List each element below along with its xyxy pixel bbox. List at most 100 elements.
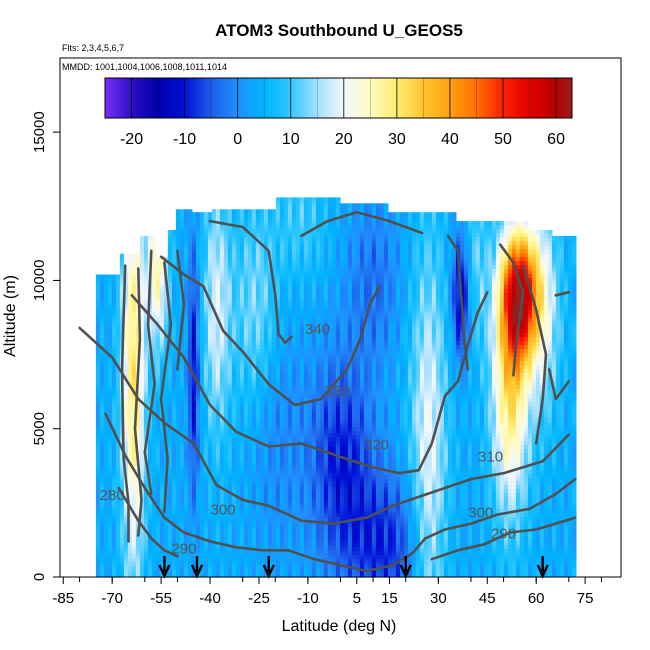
heatmap-cell <box>247 381 253 386</box>
heatmap-cell <box>251 541 257 546</box>
heatmap-cell <box>175 369 181 374</box>
heatmap-cell <box>219 569 225 574</box>
heatmap-cell <box>195 432 201 437</box>
heatmap-cell <box>159 548 165 554</box>
heatmap-cell <box>287 565 293 570</box>
heatmap-cell <box>151 559 157 565</box>
heatmap-cell <box>271 501 277 506</box>
heatmap-cell <box>263 557 269 562</box>
heatmap-cell <box>127 545 133 551</box>
heatmap-cell <box>223 401 229 406</box>
heatmap-cell <box>123 297 129 303</box>
heatmap-cell <box>127 409 133 415</box>
heatmap-cell <box>211 221 217 226</box>
heatmap-cell <box>151 519 157 525</box>
heatmap-cell <box>291 377 297 382</box>
heatmap-cell <box>319 253 325 258</box>
heatmap-cell <box>175 289 181 294</box>
heatmap-cell <box>287 321 293 326</box>
heatmap-cell <box>279 277 285 282</box>
heatmap-cell <box>247 309 253 314</box>
heatmap-cell <box>219 309 225 314</box>
heatmap-cell <box>155 296 161 302</box>
heatmap-cell <box>155 264 161 270</box>
heatmap-cell <box>119 257 125 263</box>
heatmap-cell <box>219 353 225 358</box>
heatmap-cell <box>215 233 221 238</box>
heatmap-cell <box>267 561 273 566</box>
heatmap-cell <box>247 297 253 302</box>
heatmap-cell <box>207 484 213 489</box>
heatmap-cell <box>211 429 217 434</box>
heatmap-cell <box>127 477 133 483</box>
heatmap-cell <box>219 413 225 418</box>
heatmap-cell <box>147 323 153 329</box>
heatmap-cell <box>107 454 113 460</box>
heatmap-cell <box>263 381 269 386</box>
heatmap-cell <box>159 300 165 306</box>
heatmap-cell <box>143 331 149 337</box>
heatmap-cell <box>271 445 277 450</box>
heatmap-cell <box>155 508 161 514</box>
heatmap-cell <box>139 371 145 377</box>
heatmap-cell <box>123 313 129 319</box>
heatmap-cell <box>123 301 129 307</box>
heatmap-cell <box>115 446 121 452</box>
heatmap-cell <box>267 417 273 422</box>
heatmap-cell <box>279 373 285 378</box>
heatmap-cell <box>211 277 217 282</box>
heatmap-cell <box>179 225 185 230</box>
heatmap-cell <box>303 313 309 318</box>
heatmap-cell <box>195 328 201 333</box>
heatmap-cell <box>159 488 165 494</box>
heatmap-cell <box>187 489 193 494</box>
heatmap-cell <box>311 457 317 462</box>
heatmap-cell <box>239 353 245 358</box>
heatmap-cell <box>303 501 309 506</box>
heatmap-cell <box>95 406 101 412</box>
heatmap-cell <box>131 489 137 495</box>
heatmap-cell <box>183 485 189 490</box>
heatmap-cell <box>215 209 221 214</box>
heatmap-cell <box>303 225 309 230</box>
heatmap-cell <box>295 245 301 250</box>
heatmap-cell <box>175 501 181 506</box>
heatmap-cell <box>283 309 289 314</box>
heatmap-cell <box>255 473 261 478</box>
heatmap-cell <box>255 509 261 514</box>
heatmap-cell <box>147 503 153 509</box>
heatmap-cell <box>175 285 181 290</box>
heatmap-cell <box>155 480 161 486</box>
heatmap-cell <box>295 561 301 566</box>
heatmap-cell <box>271 401 277 406</box>
heatmap-cell <box>187 429 193 434</box>
heatmap-cell <box>251 525 257 530</box>
heatmap-cell <box>219 573 225 578</box>
heatmap-cell <box>303 261 309 266</box>
heatmap-cell <box>215 453 221 458</box>
heatmap-cell <box>139 467 145 473</box>
heatmap-cell <box>151 355 157 361</box>
heatmap-cell <box>171 346 177 351</box>
heatmap-cell <box>123 465 129 471</box>
heatmap-cell <box>215 545 221 550</box>
heatmap-cell <box>127 389 133 395</box>
heatmap-cell <box>103 446 109 452</box>
heatmap-cell <box>99 474 105 480</box>
heatmap-cell <box>95 442 101 448</box>
heatmap-cell <box>231 485 237 490</box>
heatmap-cell <box>227 513 233 518</box>
heatmap-cell <box>191 316 197 321</box>
heatmap-cell <box>175 557 181 562</box>
heatmap-cell <box>279 569 285 574</box>
heatmap-cell <box>155 512 161 518</box>
heatmap-cell <box>267 525 273 530</box>
heatmap-cell <box>191 508 197 513</box>
heatmap-cell <box>139 567 145 573</box>
heatmap-cell <box>283 521 289 526</box>
heatmap-cell <box>239 565 245 570</box>
heatmap-cell <box>299 357 305 362</box>
heatmap-cell <box>287 573 293 578</box>
heatmap-cell <box>203 372 209 377</box>
heatmap-cell <box>243 441 249 446</box>
